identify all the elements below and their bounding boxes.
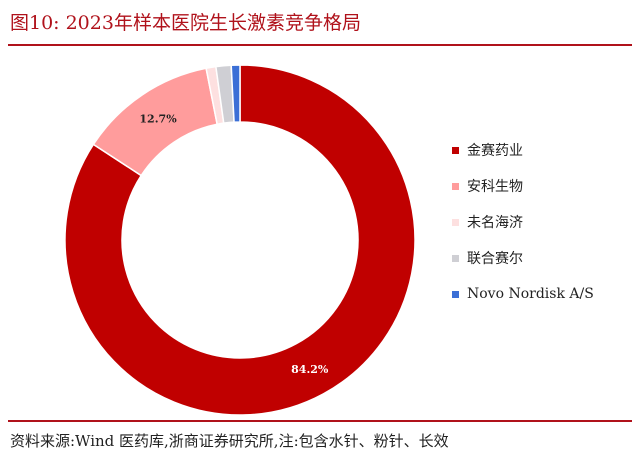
legend-swatch [452, 290, 459, 298]
slice-5 [230, 64, 241, 123]
legend-swatch [452, 218, 459, 226]
chart-legend: 金赛药业安科生物未名海济联合赛尔 Novo Nordisk A/S [452, 140, 594, 320]
chart-title: 2023年样本医院生长激素竞争格局 [65, 12, 361, 34]
legend-label: Novo Nordisk A/S [467, 286, 594, 302]
legend-item: 安科生物 [452, 176, 594, 196]
legend-label: 未名海济 [467, 215, 523, 231]
title-divider [8, 44, 632, 46]
legend-label: 联合赛尔 [467, 251, 523, 267]
footer-divider [8, 420, 632, 422]
legend-swatch [452, 146, 459, 154]
legend-swatch [452, 254, 459, 262]
legend-item: 金赛药业 [452, 140, 594, 160]
legend-item: Novo Nordisk A/S [452, 284, 594, 304]
source-note: 资料来源:Wind 医药库,浙商证券研究所,注:包含水针、粉针、长效 [10, 432, 449, 450]
legend-swatch [452, 182, 459, 190]
donut-chart: 84.2% 12.7% [64, 64, 416, 416]
figure-label: 图10: [10, 12, 60, 34]
data-label-2: 12.7% [139, 113, 177, 126]
data-label-1: 84.2% [291, 363, 329, 376]
legend-item: 联合赛尔 [452, 248, 594, 268]
legend-item: 未名海济 [452, 212, 594, 232]
legend-label: 安科生物 [467, 179, 523, 195]
slice-1 [64, 64, 416, 416]
figure-title: 图10: 2023年样本医院生长激素竞争格局 [10, 8, 361, 35]
legend-label: 金赛药业 [467, 143, 523, 159]
